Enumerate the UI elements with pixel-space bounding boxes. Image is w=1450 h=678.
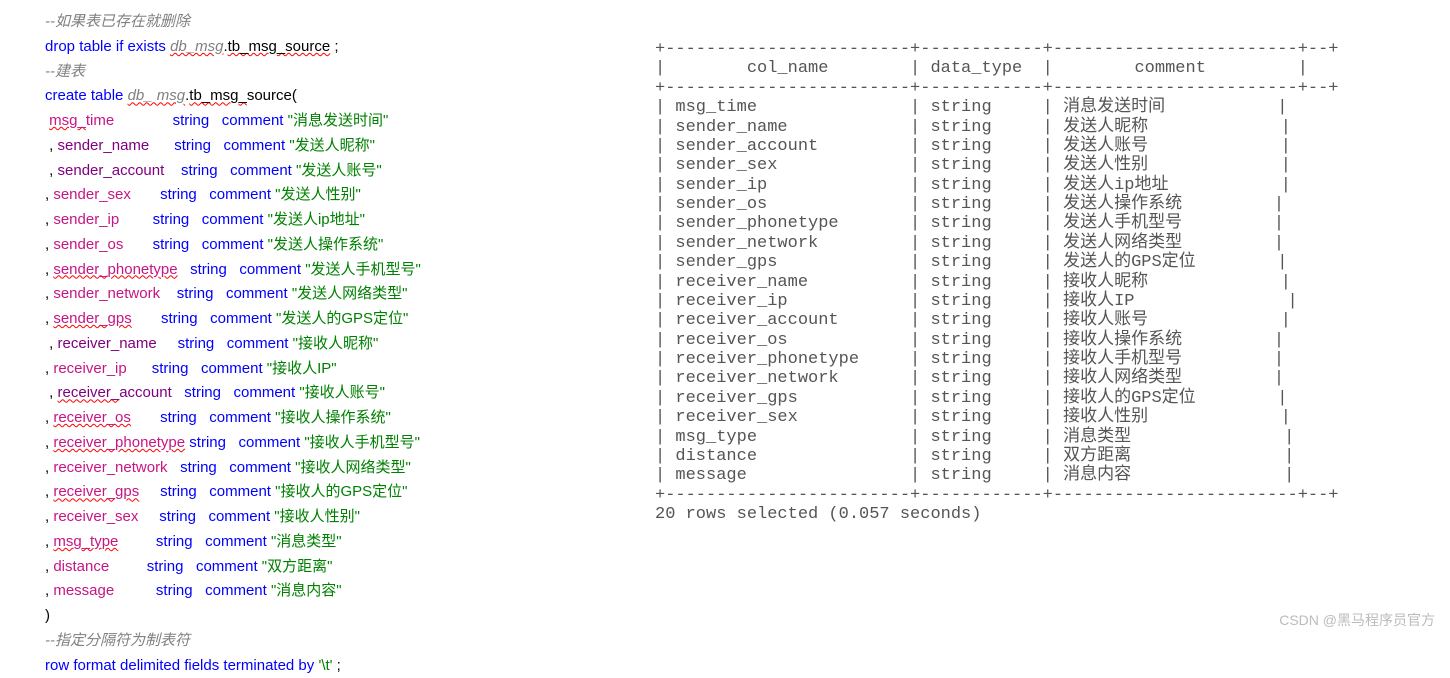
- sql-column-line: , sender_os string comment "发送人操作系统": [45, 233, 645, 258]
- sql-column-line: , sender_account string comment "发送人账号": [45, 159, 645, 184]
- terminal-row: | sender_phonetype | string | 发送人手机型号 |: [655, 214, 1450, 233]
- terminal-row: | sender_os | string | 发送人操作系统 |: [655, 195, 1450, 214]
- terminal-row: | receiver_phonetype | string | 接收人手机型号 …: [655, 350, 1450, 369]
- watermark: CSDN @黑马程序员官方: [1279, 610, 1435, 630]
- terminal-output-panel: +------------------------+------------+-…: [645, 0, 1450, 638]
- sql-column-line: , receiver_name string comment "接收人昵称": [45, 332, 645, 357]
- terminal-row: | sender_ip | string | 发送人ip地址 |: [655, 176, 1450, 195]
- sql-column-line: , distance string comment "双方距离": [45, 555, 645, 580]
- sql-column-line: , sender_name string comment "发送人昵称": [45, 134, 645, 159]
- terminal-row: | sender_account | string | 发送人账号 |: [655, 137, 1450, 156]
- sql-column-line: , sender_sex string comment "发送人性别": [45, 183, 645, 208]
- terminal-row: | sender_sex | string | 发送人性别 |: [655, 156, 1450, 175]
- terminal-row: | receiver_network | string | 接收人网络类型 |: [655, 369, 1450, 388]
- terminal-row: | msg_type | string | 消息类型 |: [655, 428, 1450, 447]
- sql-row-format: row format delimited fields terminated b…: [45, 654, 645, 678]
- sql-code-panel: --如果表已存在就删除 drop table if exists db_msg.…: [0, 0, 645, 638]
- sql-comment: --建表: [45, 60, 645, 85]
- terminal-row: | msg_time | string | 消息发送时间 |: [655, 98, 1450, 117]
- sql-comment: --指定分隔符为制表符: [45, 629, 645, 654]
- terminal-row: | receiver_name | string | 接收人昵称 |: [655, 273, 1450, 292]
- terminal-row: | sender_gps | string | 发送人的GPS定位 |: [655, 253, 1450, 272]
- terminal-row: | receiver_account | string | 接收人账号 |: [655, 311, 1450, 330]
- terminal-border: +------------------------+------------+-…: [655, 79, 1450, 98]
- sql-close-paren: ): [45, 604, 645, 629]
- sql-column-line: , receiver_gps string comment "接收人的GPS定位…: [45, 480, 645, 505]
- sql-column-line: , receiver_os string comment "接收人操作系统": [45, 406, 645, 431]
- terminal-row: | sender_network | string | 发送人网络类型 |: [655, 234, 1450, 253]
- sql-column-line: , message string comment "消息内容": [45, 579, 645, 604]
- sql-column-line: , sender_phonetype string comment "发送人手机…: [45, 258, 645, 283]
- sql-column-line: , msg_type string comment "消息类型": [45, 530, 645, 555]
- terminal-row: | receiver_os | string | 接收人操作系统 |: [655, 331, 1450, 350]
- sql-column-line: , receiver_phonetype string comment "接收人…: [45, 431, 645, 456]
- sql-column-line: , sender_ip string comment "发送人ip地址": [45, 208, 645, 233]
- sql-column-line: msg_time string comment "消息发送时间": [45, 109, 645, 134]
- sql-create-line: create table db_ msg.tb_msg_source(: [45, 84, 645, 109]
- sql-drop-line: drop table if exists db_msg.tb_msg_sourc…: [45, 35, 645, 60]
- terminal-header: | col_name | data_type | comment |: [655, 59, 1450, 78]
- terminal-row: | receiver_sex | string | 接收人性别 |: [655, 408, 1450, 427]
- terminal-row: | receiver_gps | string | 接收人的GPS定位 |: [655, 389, 1450, 408]
- terminal-row: | distance | string | 双方距离 |: [655, 447, 1450, 466]
- terminal-row: | sender_name | string | 发送人昵称 |: [655, 118, 1450, 137]
- terminal-row: | receiver_ip | string | 接收人IP |: [655, 292, 1450, 311]
- sql-column-line: , receiver_ip string comment "接收人IP": [45, 357, 645, 382]
- sql-comment: --如果表已存在就删除: [45, 10, 645, 35]
- sql-column-line: , receiver_network string comment "接收人网络…: [45, 456, 645, 481]
- terminal-border: +------------------------+------------+-…: [655, 40, 1450, 59]
- sql-column-line: , receiver_sex string comment "接收人性别": [45, 505, 645, 530]
- sql-column-line: , sender_gps string comment "发送人的GPS定位": [45, 307, 645, 332]
- sql-column-line: , receiver_account string comment "接收人账号…: [45, 381, 645, 406]
- terminal-footer: 20 rows selected (0.057 seconds): [655, 505, 1450, 524]
- terminal-row: | message | string | 消息内容 |: [655, 466, 1450, 485]
- sql-column-line: , sender_network string comment "发送人网络类型…: [45, 282, 645, 307]
- terminal-border: +------------------------+------------+-…: [655, 486, 1450, 505]
